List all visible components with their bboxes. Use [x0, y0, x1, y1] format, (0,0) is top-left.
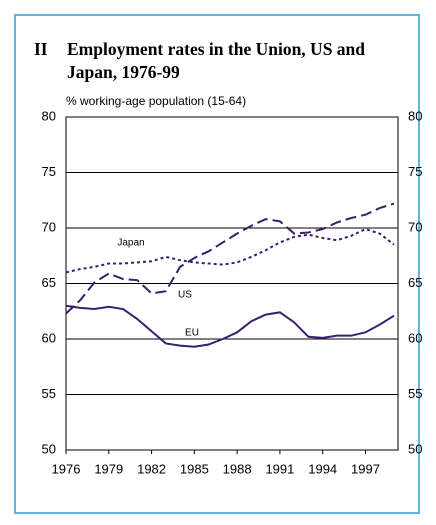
frame [14, 14, 420, 514]
plot-frame [65, 116, 399, 451]
y-tick-label: 50 [42, 441, 56, 456]
x-tick-label: 1991 [265, 461, 294, 476]
x-tick-label: 1997 [351, 461, 380, 476]
y-tick-label: 65 [42, 275, 56, 290]
y-tick-label: 55 [42, 386, 56, 401]
x-tick-label: 1988 [223, 461, 252, 476]
y2-tick-label: 60 [408, 330, 422, 345]
y2-tick-label: 70 [408, 219, 422, 234]
y2-tick-label: 75 [408, 164, 422, 179]
series-label: Japan [117, 238, 144, 249]
series-line [65, 304, 395, 348]
x-tick-label: 1994 [308, 461, 337, 476]
y2-tick-label: 80 [408, 108, 422, 123]
x-tick-label: 1985 [180, 461, 209, 476]
y2-tick-label: 65 [408, 275, 422, 290]
y2-tick-label: 55 [408, 386, 422, 401]
subtitle: % working-age population (15-64) [66, 94, 246, 108]
series-line [65, 228, 395, 274]
y-tick-label: 70 [42, 219, 56, 234]
y-tick-label: 80 [42, 108, 56, 123]
y-tick-label: 75 [42, 164, 56, 179]
series-label: US [178, 290, 192, 301]
series-line [65, 202, 395, 315]
x-tick-label: 1979 [94, 461, 123, 476]
chart-number: II [34, 39, 48, 59]
chart-title: Employment rates in the Union, US and Ja… [67, 39, 366, 82]
series-label: EU [185, 328, 199, 339]
y2-tick-label: 50 [408, 441, 422, 456]
x-tick-label: 1976 [52, 461, 81, 476]
x-tick-label: 1982 [137, 461, 166, 476]
y-tick-label: 60 [42, 330, 56, 345]
